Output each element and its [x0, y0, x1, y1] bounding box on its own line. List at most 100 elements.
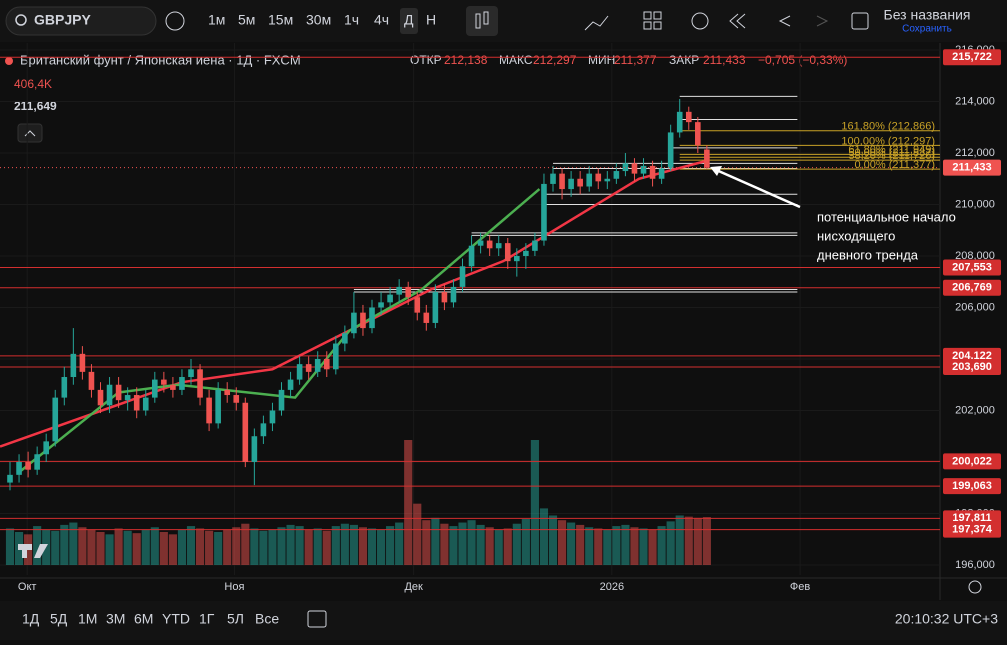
level-tag — [943, 279, 1001, 296]
candle-body — [667, 132, 674, 169]
volume-bar — [702, 517, 711, 565]
date-range-icon[interactable] — [307, 610, 327, 628]
volume-bar — [557, 520, 567, 565]
candle-body — [568, 178, 574, 190]
level-label: 203,690 — [952, 361, 992, 373]
volume-bar — [449, 526, 458, 565]
fib-label: 38,20% (211,726) — [848, 150, 935, 162]
layout-name[interactable]: Без названия — [884, 7, 971, 23]
candle-body — [414, 297, 421, 313]
interval[interactable]: 15м — [268, 12, 293, 28]
annotation: потенциальное начало — [817, 209, 956, 224]
fib-label: 0,00% (211,377) — [854, 159, 935, 171]
icon[interactable] — [851, 12, 869, 30]
candle-body — [514, 256, 520, 262]
interval[interactable]: 5м — [238, 12, 255, 28]
icon[interactable] — [475, 13, 481, 29]
symbol-search[interactable] — [5, 6, 157, 36]
volume-bar — [159, 531, 168, 565]
candle-body — [269, 410, 276, 424]
volume-bar — [60, 524, 69, 565]
range[interactable]: 3М — [106, 611, 125, 627]
icon[interactable] — [643, 11, 652, 20]
volume-bar — [621, 524, 630, 565]
volume-bar — [675, 515, 684, 565]
volume-bar — [195, 528, 205, 565]
icon[interactable] — [729, 13, 746, 29]
volume-bar — [232, 527, 241, 565]
icon[interactable] — [691, 12, 709, 30]
range[interactable]: 5Д — [50, 611, 68, 627]
icon[interactable] — [816, 15, 829, 27]
candle-body — [459, 266, 466, 287]
volume-bar — [349, 524, 358, 565]
interval[interactable]: 4ч — [374, 12, 389, 28]
ohlc-value: 212,138 — [444, 53, 488, 67]
volume-bar — [603, 529, 612, 565]
interval[interactable]: Д — [404, 12, 414, 28]
candle-body — [323, 358, 330, 370]
candle-body — [188, 369, 194, 378]
icon[interactable] — [483, 11, 489, 25]
interval[interactable]: 1ч — [344, 12, 359, 28]
candle-body — [468, 245, 475, 267]
volume-bar — [250, 528, 259, 565]
x-tick-label: 2026 — [600, 581, 624, 593]
chart-title: Британский фунт / Японская иена · 1Д · F… — [20, 52, 301, 67]
level-label: 197,374 — [952, 523, 993, 535]
range[interactable]: YTD — [162, 611, 190, 627]
candle-body — [342, 333, 348, 344]
candle-body — [333, 343, 339, 370]
candle-body — [658, 168, 665, 179]
candle-body — [504, 243, 511, 262]
candle-body — [604, 178, 611, 182]
candle-body — [287, 379, 294, 390]
range[interactable]: 1М — [78, 611, 97, 627]
volume-bar — [205, 530, 214, 565]
volume-bar — [322, 530, 331, 565]
add-symbol[interactable] — [165, 11, 185, 31]
ohlc-name: ЗАКР — [669, 53, 699, 67]
range[interactable]: 1Д — [22, 611, 40, 627]
volume-bar — [304, 529, 313, 565]
ohlc-name: МИН — [588, 53, 615, 67]
volume-bar — [168, 534, 177, 565]
interval[interactable]: 30м — [306, 12, 331, 28]
volume-bar — [376, 529, 386, 565]
candle-body — [61, 377, 68, 398]
symbol[interactable]: GBPJPY — [34, 12, 91, 28]
chart-type-active[interactable] — [466, 6, 498, 36]
interval[interactable]: 1м — [208, 12, 225, 28]
range[interactable]: 1Г — [199, 611, 215, 627]
candle-body — [550, 173, 556, 184]
volume-bar — [476, 524, 485, 565]
candle-body — [685, 111, 692, 123]
collapse-button[interactable] — [17, 123, 43, 143]
volume-bar — [386, 526, 395, 565]
candle-body — [278, 389, 285, 411]
x-tick-label: Ноя — [224, 581, 244, 593]
volume-bar — [105, 534, 114, 565]
range[interactable]: Все — [255, 611, 279, 627]
settings-icon[interactable] — [968, 580, 982, 594]
volume-bar — [5, 528, 15, 565]
level-label: 197,811 — [952, 512, 991, 524]
icon[interactable] — [584, 15, 609, 31]
interval[interactable]: Н — [426, 12, 436, 28]
volume-bar — [612, 526, 621, 565]
candle-body — [260, 423, 267, 437]
candle-body — [595, 173, 602, 182]
volume-bar — [440, 523, 449, 565]
volume-bar — [42, 529, 51, 565]
candle-body — [351, 312, 357, 334]
y-tick-label: 208,000 — [955, 250, 995, 262]
range[interactable]: 6М — [134, 611, 153, 627]
ohlc-name: МАКС — [499, 53, 533, 67]
icon[interactable] — [778, 15, 791, 27]
price-label: 211,649 — [14, 99, 57, 113]
candle-body — [133, 395, 140, 411]
range[interactable]: 5Л — [227, 611, 244, 627]
volume-bar — [268, 529, 277, 565]
candle-body — [532, 240, 538, 251]
y-tick-label: 210,000 — [955, 198, 995, 210]
